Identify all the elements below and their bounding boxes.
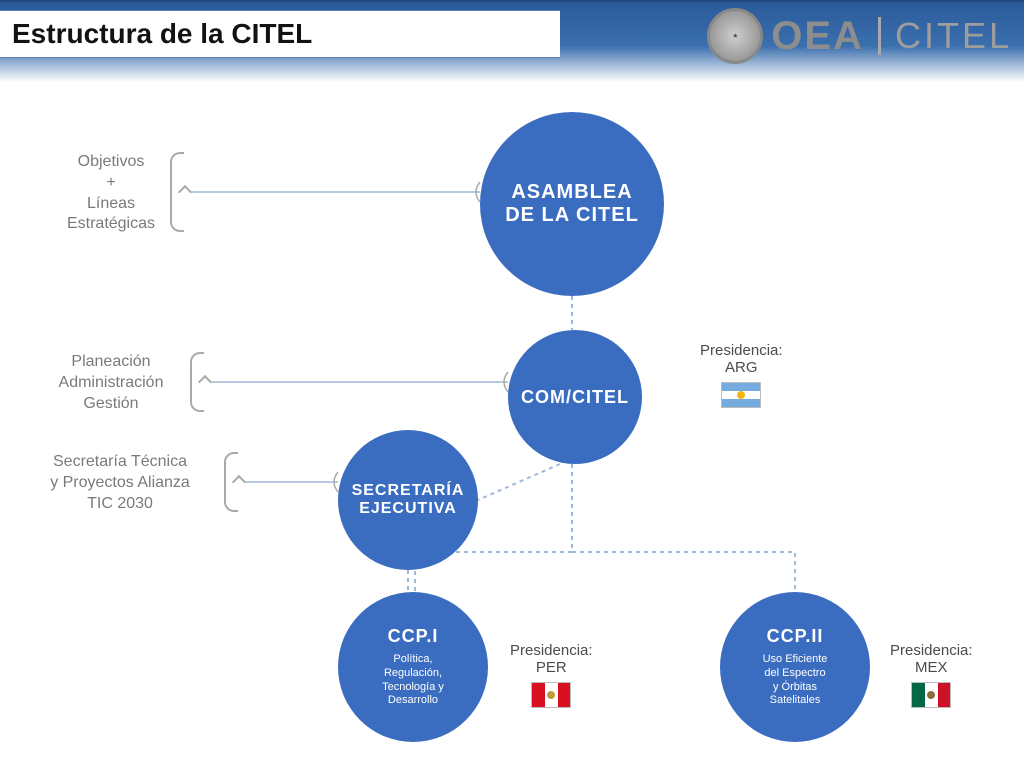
pres-arg-label: Presidencia: xyxy=(700,342,783,359)
oea-word: OEA xyxy=(771,14,864,59)
note-secretaria-line: y Proyectos Alianza xyxy=(20,473,220,494)
node-ccp1-sub: Política,Regulación,Tecnología yDesarrol… xyxy=(382,653,444,708)
logo-divider xyxy=(878,17,881,55)
node-ccp2-title: CCP.II xyxy=(767,626,824,647)
note-planeacion-line: Administración xyxy=(36,373,186,394)
pres-mex-code: MEX xyxy=(890,659,973,676)
pres-per-label: Presidencia: xyxy=(510,642,593,659)
flag-per-icon xyxy=(531,682,571,708)
flag-arg-icon xyxy=(721,382,761,408)
header-bar: Estructura de la CITEL ★ OEA CITEL xyxy=(0,0,1024,82)
note-secretaria: Secretaría Técnicay Proyectos AlianzaTIC… xyxy=(20,452,220,514)
node-secretaria-title: SECRETARÍAEJECUTIVA xyxy=(352,482,465,518)
pres-per-code: PER xyxy=(510,659,593,676)
edge-comcitel-secretaria xyxy=(478,464,560,500)
node-ccp1-title: CCP.I xyxy=(388,626,439,647)
node-asamblea: ASAMBLEADE LA CITEL xyxy=(480,112,664,296)
node-secretaria: SECRETARÍAEJECUTIVA xyxy=(338,430,478,570)
brace-in-note-secretaria xyxy=(334,472,338,492)
note-objetivos-brace-icon xyxy=(170,152,184,232)
logo-group: ★ OEA CITEL xyxy=(707,8,1012,64)
note-planeacion-line: Planeación xyxy=(36,352,186,373)
note-objetivos-line: Estratégicas xyxy=(56,214,166,235)
note-secretaria-line: TIC 2030 xyxy=(20,494,220,515)
note-secretaria-line: Secretaría Técnica xyxy=(20,452,220,473)
note-objetivos-line: Líneas xyxy=(56,194,166,215)
pres-mex: Presidencia:MEX xyxy=(890,642,973,708)
title-container: Estructura de la CITEL xyxy=(0,10,560,58)
diagram-canvas: Objetivos+LíneasEstratégicas PlaneaciónAd… xyxy=(0,82,1024,768)
note-planeacion-brace-icon xyxy=(190,352,204,412)
page-title: Estructura de la CITEL xyxy=(12,18,312,50)
note-planeacion: PlaneaciónAdministraciónGestión xyxy=(36,352,186,414)
pres-mex-label: Presidencia: xyxy=(890,642,973,659)
citel-word: CITEL xyxy=(895,15,1012,57)
node-ccp1: CCP.I Política,Regulación,Tecnología yDes… xyxy=(338,592,488,742)
node-ccp2-sub: Uso Eficientedel Espectroy ÓrbitasSateli… xyxy=(763,653,828,708)
flag-mex-icon xyxy=(911,682,951,708)
note-objetivos: Objetivos+LíneasEstratégicas xyxy=(56,152,166,235)
note-planeacion-line: Gestión xyxy=(36,394,186,415)
node-asamblea-title: ASAMBLEADE LA CITEL xyxy=(505,181,639,227)
node-comcitel-title: COM/CITEL xyxy=(521,387,629,408)
pres-arg: Presidencia:ARG xyxy=(700,342,783,408)
note-secretaria-brace-icon xyxy=(224,452,238,512)
pres-arg-code: ARG xyxy=(700,359,783,376)
edge-comcitel-ccp2 xyxy=(572,464,795,592)
node-ccp2: CCP.II Uso Eficientedel Espectroy Órbitas… xyxy=(720,592,870,742)
oea-seal-icon: ★ xyxy=(707,8,763,64)
note-objetivos-line: + xyxy=(56,173,166,194)
node-comcitel: COM/CITEL xyxy=(508,330,642,464)
pres-per: Presidencia:PER xyxy=(510,642,593,708)
note-objetivos-line: Objetivos xyxy=(56,152,166,173)
